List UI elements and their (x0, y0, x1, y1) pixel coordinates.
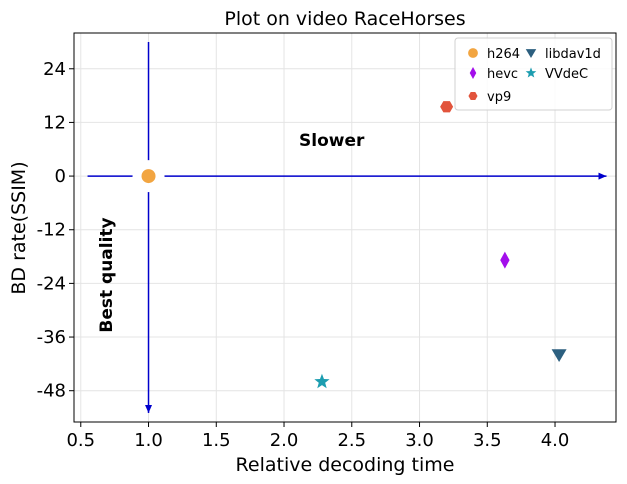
x-tick-label: 4.0 (541, 430, 570, 451)
x-tick-label: 3.0 (405, 430, 434, 451)
legend-label-libdav1d: libdav1d (545, 47, 601, 62)
legend-label-hevc: hevc (487, 67, 518, 82)
x-tick-label: 3.5 (473, 430, 502, 451)
legend-marker-vvdec (525, 67, 537, 78)
point-hevc (500, 251, 510, 269)
annotation-slower: Slower (299, 131, 365, 151)
legend-marker-libdav1d (525, 49, 537, 58)
x-axis-ticks: 0.5 1.0 1.5 2.0 2.5 3.0 3.5 4.0 (66, 422, 569, 451)
legend-marker-hevc (469, 67, 477, 79)
point-libdav1d (551, 349, 567, 363)
legend-label-h264: h264 (487, 47, 520, 62)
y-tick-label: -24 (37, 273, 66, 294)
direction-arrows (87, 41, 607, 414)
chart-title: Plot on video RaceHorses (224, 8, 465, 30)
arrow-head (598, 172, 607, 180)
plot-frame (73, 32, 617, 423)
y-axis-label: BD rate(SSIM) (8, 161, 30, 294)
legend-label-vvdec: VVdeC (545, 67, 588, 82)
point-vvdec (314, 373, 330, 389)
legend-marker-vp9 (468, 92, 478, 100)
x-tick-label: 2.0 (270, 430, 299, 451)
y-tick-label: -12 (37, 220, 66, 241)
x-tick-label: 2.5 (337, 430, 366, 451)
y-tick-label: 0 (55, 166, 66, 187)
y-tick-label: 12 (43, 112, 66, 133)
x-tick-label: 0.5 (66, 430, 95, 451)
legend-marker-h264 (468, 48, 478, 58)
x-tick-label: 1.0 (134, 430, 163, 451)
point-h264 (141, 169, 156, 184)
annotation-best-quality: Best quality (97, 217, 117, 332)
data-points (132, 101, 567, 389)
y-tick-label: 24 (43, 59, 66, 80)
y-axis-ticks: 24 12 0 -12 -24 -36 -48 (37, 59, 74, 402)
x-axis-label: Relative decoding time (236, 454, 455, 476)
y-tick-label: -48 (37, 381, 66, 402)
legend-box (454, 37, 613, 111)
arrow-head (145, 405, 153, 414)
y-tick-label: -36 (37, 327, 66, 348)
legend-label-vp9: vp9 (487, 90, 511, 105)
legend: h264 hevc vp9 libdav1d VVdeC (454, 37, 613, 111)
x-tick-label: 1.5 (202, 430, 231, 451)
point-vp9 (440, 101, 454, 113)
